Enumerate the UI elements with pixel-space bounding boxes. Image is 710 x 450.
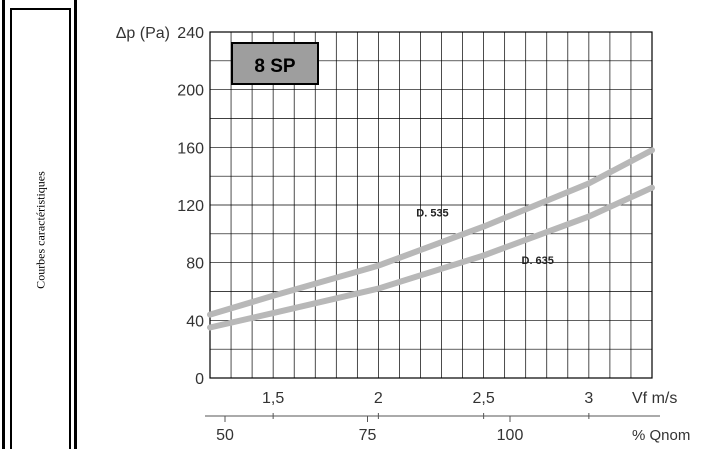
x-tick-label: 2,5 <box>472 390 494 407</box>
y-tick-label: 160 <box>177 140 204 157</box>
series-line-1 <box>207 147 655 318</box>
y-tick-label: 120 <box>177 198 204 215</box>
series-line-2 <box>207 184 655 331</box>
series-label-2: D. 635 <box>522 255 554 267</box>
x2-tick-label: 50 <box>216 427 234 444</box>
x-tick-label: 3 <box>584 390 593 407</box>
x2-tick-label: 75 <box>359 427 377 444</box>
y-tick-label: 200 <box>177 83 204 100</box>
left-frame-inner <box>10 8 71 449</box>
x-tick-label: 2 <box>374 390 383 407</box>
x-axis-label: Vf m/s <box>632 390 677 407</box>
y-tick-label: 80 <box>186 256 204 273</box>
left-frame-outer <box>2 0 77 449</box>
y-tick-label: 0 <box>195 371 204 388</box>
badge-label: 8 SP <box>254 56 296 77</box>
y-tick-label: 240 <box>177 25 204 42</box>
y-axis-label: Δp (Pa) <box>116 25 170 42</box>
x2-tick-label: 100 <box>497 427 524 444</box>
y-tick-label: 40 <box>186 313 204 330</box>
plot-frame <box>209 31 653 379</box>
x-tick-label: 1,5 <box>262 390 284 407</box>
x2-axis-label: % Qnom <box>632 427 690 444</box>
badge-box <box>231 42 319 85</box>
series-label-1: D. 535 <box>416 208 448 220</box>
